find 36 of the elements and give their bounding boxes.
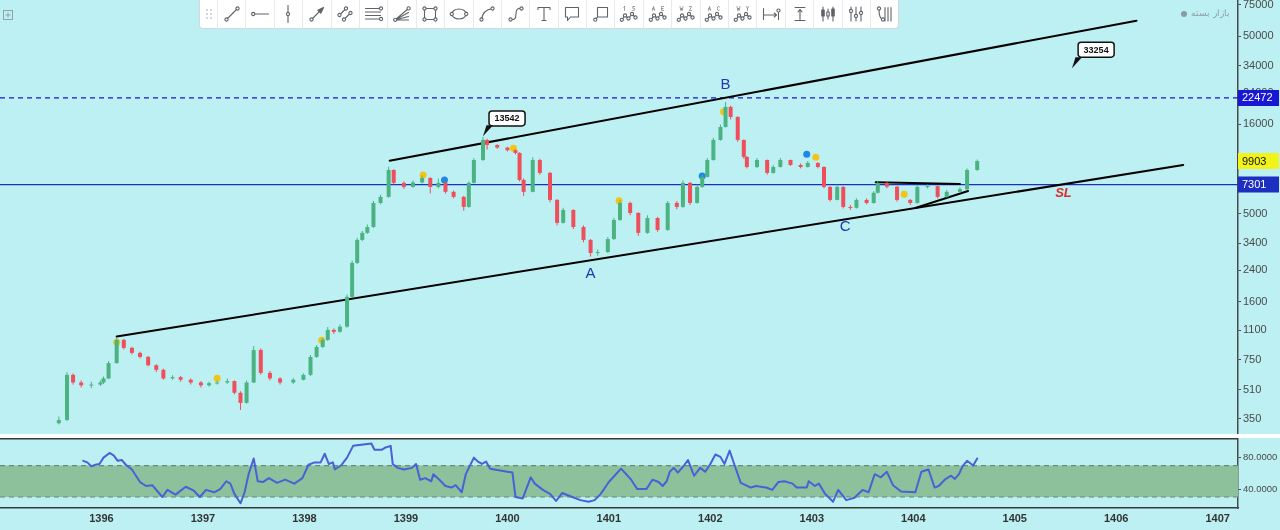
y-tick-label: 2400	[1243, 263, 1268, 276]
x-tick-label: 1400	[495, 511, 520, 524]
y-tick-label: 5000	[1243, 206, 1268, 219]
x-tick-label: 1405	[1002, 511, 1027, 524]
text: 9903	[1242, 154, 1267, 167]
annotation: SL	[1055, 184, 1072, 200]
x-tick-label: 1404	[901, 511, 927, 524]
x-tick-label: 1406	[1103, 511, 1129, 524]
y-tick-label: 510	[1243, 382, 1262, 395]
y-tick-label: 1600	[1243, 294, 1268, 307]
y-tick-label: 350	[1243, 411, 1262, 424]
ref-line-label: 22472	[1242, 91, 1273, 104]
y-tick-label: 50000	[1243, 29, 1274, 42]
y-tick-label: 40.0000	[1243, 482, 1278, 494]
x-tick-label: 1403	[799, 511, 825, 524]
annotation: C	[839, 217, 851, 235]
x-tick-label: 1396	[89, 511, 114, 524]
y-tick-label: 75000	[1243, 0, 1274, 11]
x-tick-label: 1407	[1205, 511, 1230, 524]
y-tick-label: 750	[1243, 352, 1262, 365]
y-tick-label: 16000	[1243, 117, 1274, 130]
y-tick-label: 34000	[1243, 58, 1274, 71]
ref-line-label: 7301	[1242, 178, 1267, 191]
annotation: B	[720, 75, 731, 93]
annotation: 33254	[1083, 44, 1109, 55]
x-tick-label: 1397	[190, 511, 216, 524]
annotation: 13542	[494, 113, 520, 124]
x-tick-label: 1401	[596, 511, 622, 524]
annotation: A	[585, 263, 596, 281]
annotation: بازار بسته	[1191, 8, 1230, 19]
y-tick-label: 1100	[1243, 323, 1267, 336]
x-tick-label: 1402	[698, 511, 723, 524]
x-tick-label: 1399	[393, 511, 419, 524]
x-tick-label: 1398	[292, 511, 317, 524]
y-tick-label: 3400	[1243, 236, 1268, 249]
y-tick-label: 80.0000	[1243, 451, 1278, 463]
